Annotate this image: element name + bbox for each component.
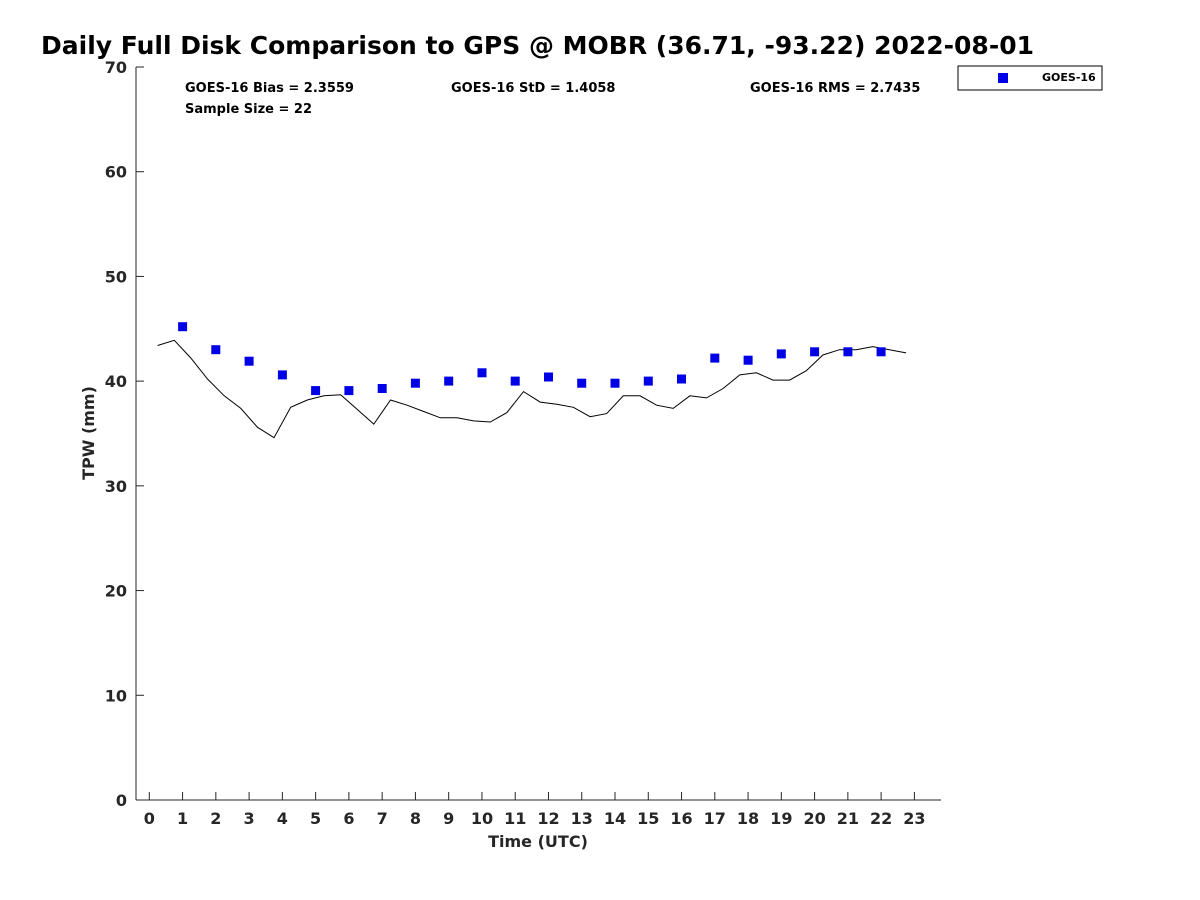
goes16-point: [178, 322, 188, 332]
goes16-point: [477, 368, 487, 378]
chart-title: Daily Full Disk Comparison to GPS @ MOBR…: [41, 31, 1034, 60]
y-tick-label: 70: [105, 58, 127, 77]
goes16-point: [277, 370, 287, 380]
x-tick-label: 7: [377, 809, 388, 828]
y-tick-label: 60: [105, 163, 127, 182]
x-tick-label: 3: [244, 809, 255, 828]
goes16-point: [377, 384, 387, 393]
x-tick-label: 22: [870, 809, 892, 828]
y-tick-label: 40: [105, 372, 127, 391]
x-tick-label: 21: [837, 809, 859, 828]
stat-sample-size: Sample Size = 22: [185, 102, 312, 117]
x-tick-label: 11: [504, 809, 526, 828]
x-tick-label: 2: [210, 809, 221, 828]
tick-labels: 0 1 2 3 4 5 6 7 8 9 10 11 12 13 14 15 16 17 18 19 20 21 22 2301…: [105, 58, 926, 828]
x-tick-label: 15: [637, 809, 659, 828]
goes16-point: [677, 374, 686, 384]
x-tick-label: 9: [443, 809, 454, 828]
goes16-point: [544, 372, 553, 382]
x-tick-label: 18: [737, 809, 759, 828]
legend-label-goes16: GOES-16: [1042, 71, 1096, 84]
goes16-point: [743, 355, 753, 365]
legend: GOES-16: [957, 65, 1103, 91]
goes16-point: [410, 378, 420, 388]
legend-marker-goes16: [998, 73, 1008, 83]
y-tick-label: 10: [105, 686, 127, 705]
x-tick-label: 1: [177, 809, 188, 828]
y-tick-label: 20: [105, 582, 127, 601]
legend-box: [957, 65, 1103, 91]
goes16-point: [344, 386, 354, 396]
x-tick-label: 10: [471, 809, 493, 828]
x-tick-label: 0: [144, 809, 155, 828]
x-tick-label: 13: [571, 809, 593, 828]
stat-std: GOES-16 StD = 1.4058: [451, 81, 615, 96]
x-tick-label: 12: [537, 809, 559, 828]
stat-rms: GOES-16 RMS = 2.7435: [750, 81, 920, 96]
goes16-point: [577, 378, 587, 388]
goes16-point: [211, 345, 221, 355]
y-tick-label: 30: [105, 477, 127, 496]
x-axis-label: Time (UTC): [488, 832, 588, 851]
goes16-point: [876, 347, 886, 357]
y-axis-label: TPW (mm): [79, 386, 98, 480]
x-tick-label: 17: [704, 809, 726, 828]
goes16-point: [311, 386, 321, 396]
y-tick-label: 0: [116, 791, 127, 810]
goes16-point: [710, 353, 720, 363]
gps-series: [157, 339, 907, 439]
goes16-point: [643, 376, 653, 386]
x-tick-label: 6: [343, 809, 354, 828]
x-tick-label: 5: [310, 809, 321, 828]
goes16-point: [244, 356, 254, 366]
x-tick-label: 14: [604, 809, 626, 828]
x-tick-label: 20: [803, 809, 825, 828]
goes16-point: [810, 347, 820, 357]
goes16-point: [776, 349, 786, 359]
x-tick-label: 23: [903, 809, 925, 828]
goes16-series: [178, 322, 886, 396]
x-tick-label: 8: [410, 809, 421, 828]
goes16-point: [610, 378, 620, 388]
gps-line: [157, 339, 907, 439]
stat-bias: GOES-16 Bias = 2.3559: [185, 81, 354, 96]
ticks: [136, 66, 915, 801]
x-tick-label: 19: [770, 809, 792, 828]
goes16-point: [444, 376, 454, 386]
y-tick-label: 50: [105, 267, 127, 286]
x-tick-label: 16: [670, 809, 692, 828]
goes16-point: [843, 347, 853, 357]
goes16-point: [510, 376, 520, 386]
x-tick-label: 4: [277, 809, 288, 828]
